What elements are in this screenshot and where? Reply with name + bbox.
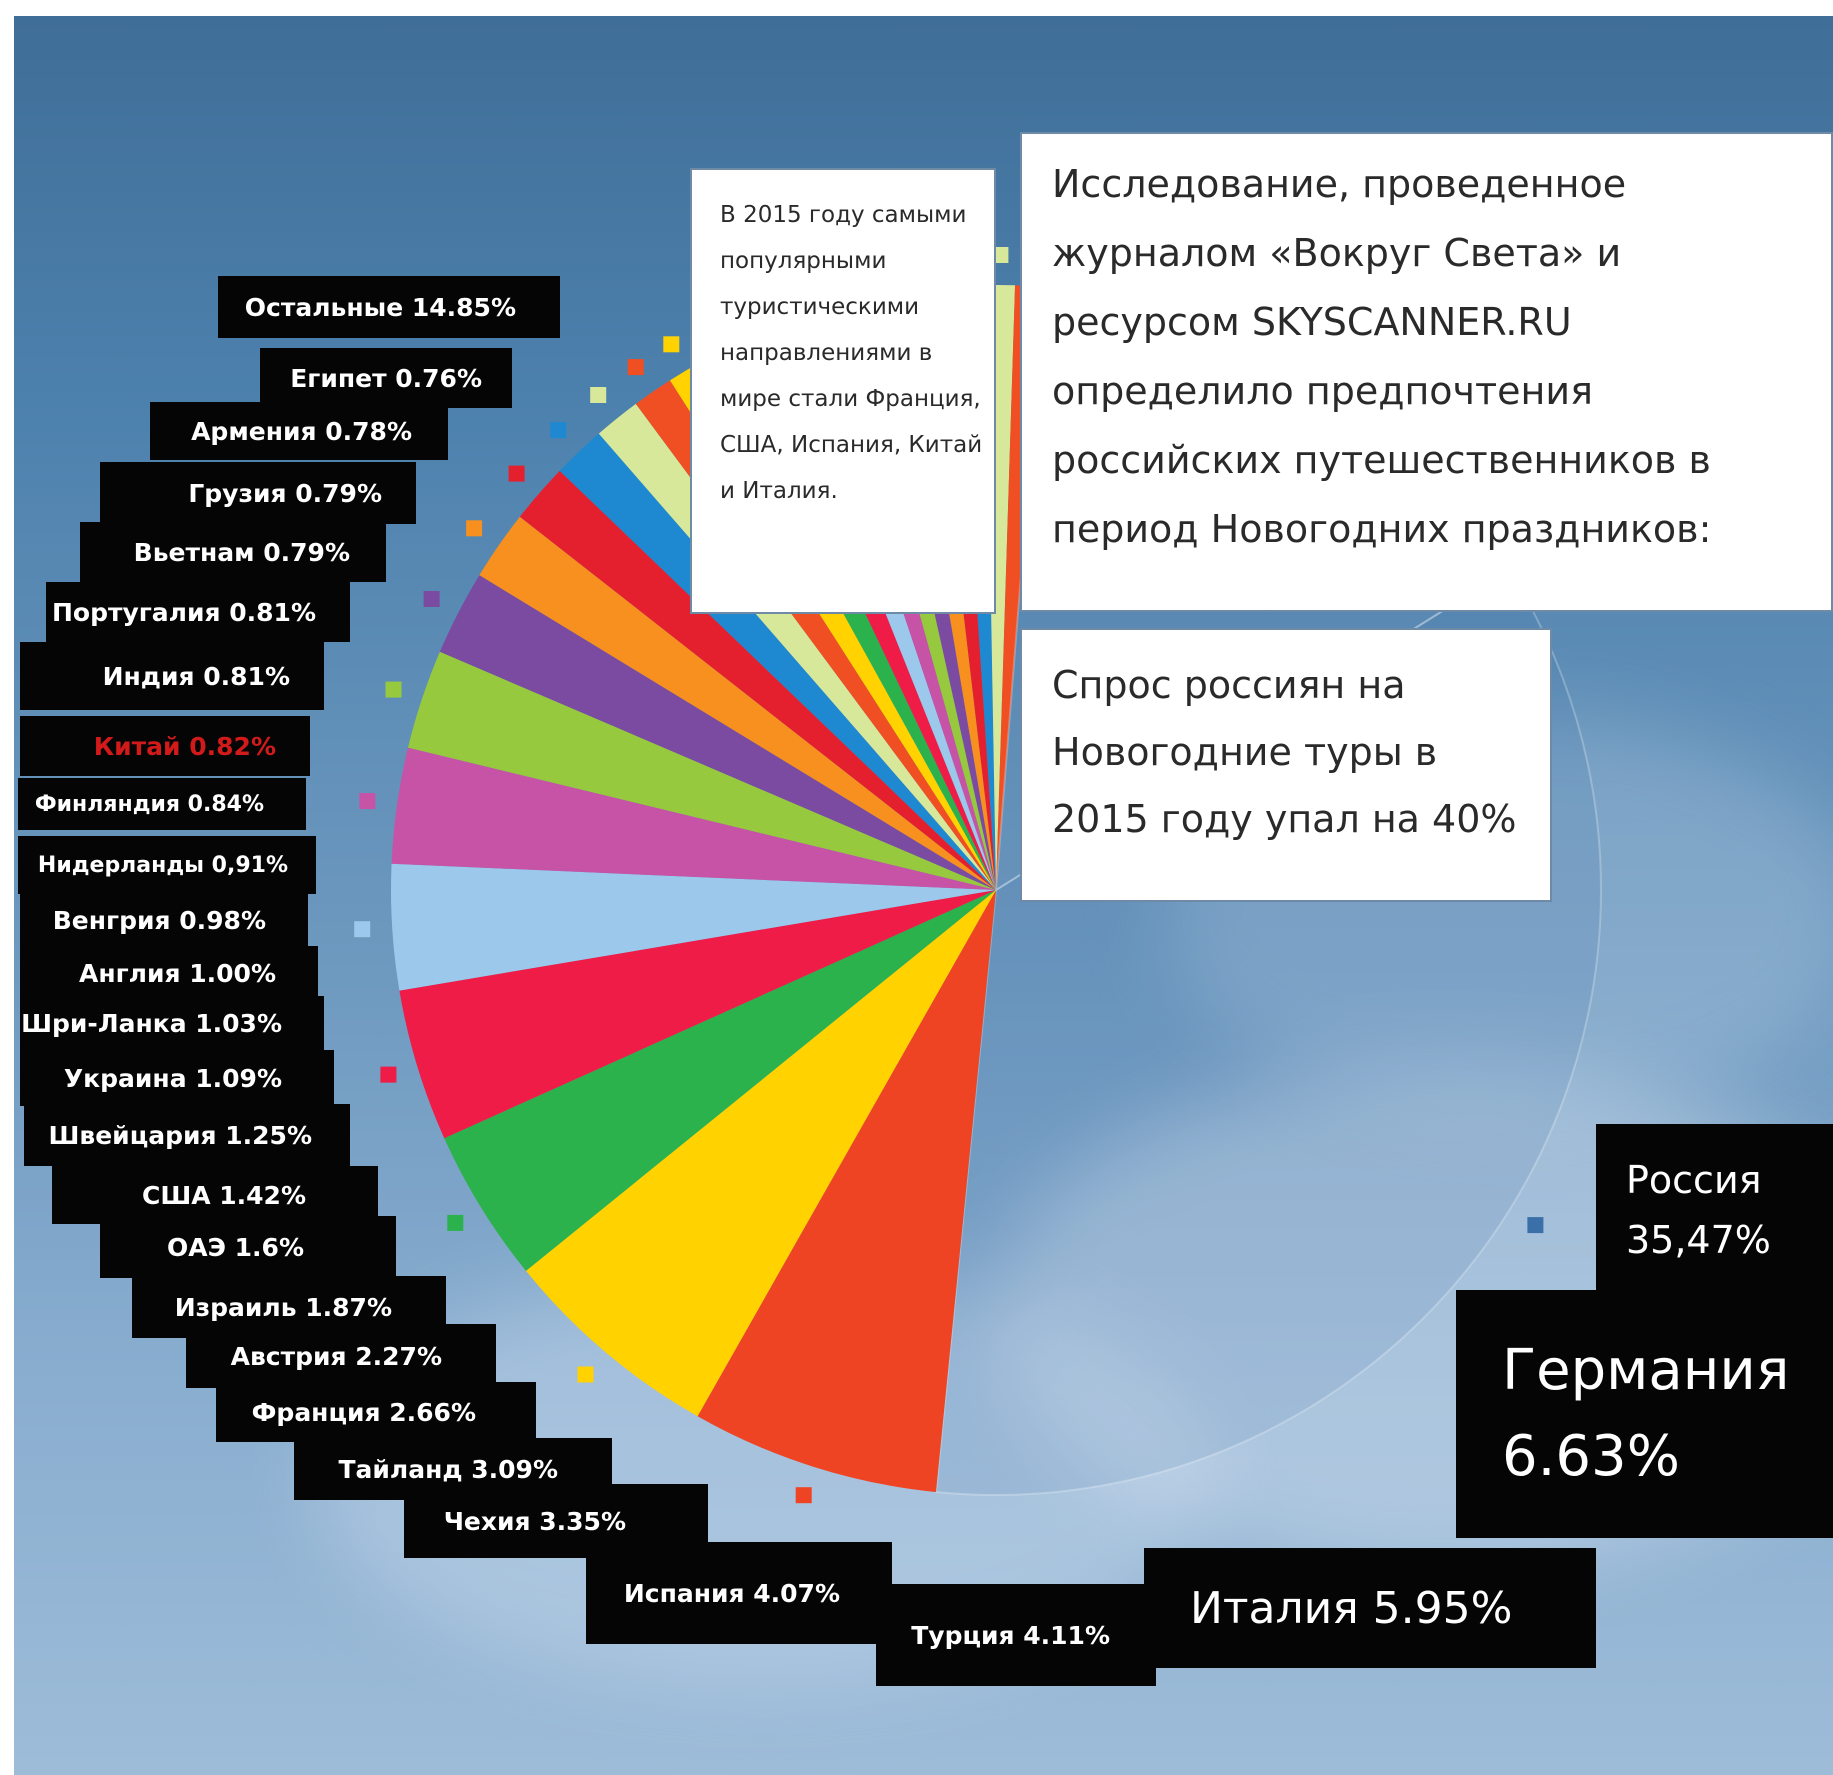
label-ukraine: Украина 1.09% — [20, 1050, 334, 1106]
label-others: Остальные 14.85% — [218, 276, 560, 338]
slice-marker-14 — [663, 336, 680, 353]
pie-slice-3 — [444, 890, 996, 1271]
label-england: Англия 1.00% — [20, 946, 318, 1000]
pie-slice-10 — [519, 470, 996, 890]
slice-marker-10 — [508, 465, 525, 482]
russia-name: Россия — [1626, 1158, 1762, 1202]
label-georgia: Грузия 0.79% — [100, 462, 416, 524]
pie-slice-8 — [439, 575, 996, 890]
slice-marker-13 — [627, 359, 644, 376]
label-netherlands: Нидерланды 0,91% — [18, 836, 316, 894]
slice-marker-5 — [354, 921, 371, 938]
slice-marker-1 — [795, 1487, 812, 1504]
label-switzerland: Швейцария 1.25% — [24, 1104, 350, 1166]
slice-marker-11 — [550, 422, 567, 439]
label-china: Китай 0.82% — [20, 716, 310, 776]
slice-marker-2 — [577, 1366, 594, 1383]
label-austria: Австрия 2.27% — [186, 1324, 496, 1388]
chart-title: Исследование, проведенное журналом «Вокр… — [1052, 162, 1712, 551]
slice-marker-8 — [423, 591, 440, 607]
label-italy: Италия 5.95% — [1144, 1548, 1596, 1668]
label-germany: Германия 6.63% — [1456, 1290, 1833, 1538]
slice-marker-3 — [447, 1214, 464, 1231]
slice-marker-7 — [385, 681, 402, 698]
pie-slice-1 — [697, 890, 996, 1493]
pie-slice-2 — [525, 890, 996, 1417]
label-uae: ОАЭ 1.6% — [100, 1216, 396, 1278]
slice-marker-12 — [590, 387, 607, 403]
demand-text: Спрос россиян на Новогодние туры в 2015 … — [1052, 663, 1517, 841]
slice-marker-0 — [1527, 1217, 1544, 1234]
label-portugal: Португалия 0.81% — [46, 582, 350, 642]
label-vietnam: Вьетнам 0.79% — [80, 522, 386, 582]
pie-slice-9 — [479, 516, 996, 890]
label-egypt: Египет 0.76% — [260, 348, 512, 408]
germany-value: 6.63% — [1502, 1424, 1680, 1489]
label-france: Франция 2.66% — [216, 1382, 536, 1442]
info-note: В 2015 году самыми популярными туристиче… — [690, 168, 996, 614]
label-finland: Финляндия 0.84% — [18, 778, 306, 830]
slice-marker-9 — [466, 520, 483, 537]
info-text: В 2015 году самыми популярными туристиче… — [720, 202, 983, 504]
label-hungary: Венгрия 0.98% — [20, 892, 308, 948]
pie-slice-11 — [559, 433, 996, 890]
label-armenia: Армения 0.78% — [150, 402, 448, 460]
slice-marker-24 — [992, 247, 1009, 263]
pie-slice-5 — [390, 863, 996, 991]
label-srilanka: Шри-Ланка 1.03% — [20, 996, 324, 1050]
russia-value: 35,47% — [1626, 1218, 1771, 1262]
pie-slice-7 — [407, 651, 996, 890]
slice-marker-4 — [380, 1066, 397, 1083]
pie-slice-4 — [399, 890, 996, 1139]
title-box: Исследование, проведенное журналом «Вокр… — [1020, 132, 1833, 612]
slice-marker-6 — [359, 793, 376, 810]
label-usa: США 1.42% — [52, 1166, 378, 1224]
pie-slice-6 — [391, 747, 996, 890]
label-india: Индия 0.81% — [20, 642, 324, 710]
label-turkey: Турция 4.11% — [876, 1584, 1156, 1686]
demand-note: Спрос россиян на Новогодние туры в 2015 … — [1020, 628, 1552, 902]
germany-name: Германия — [1502, 1338, 1790, 1403]
label-spain: Испания 4.07% — [586, 1542, 892, 1644]
label-russia: Россия 35,47% — [1596, 1124, 1833, 1296]
